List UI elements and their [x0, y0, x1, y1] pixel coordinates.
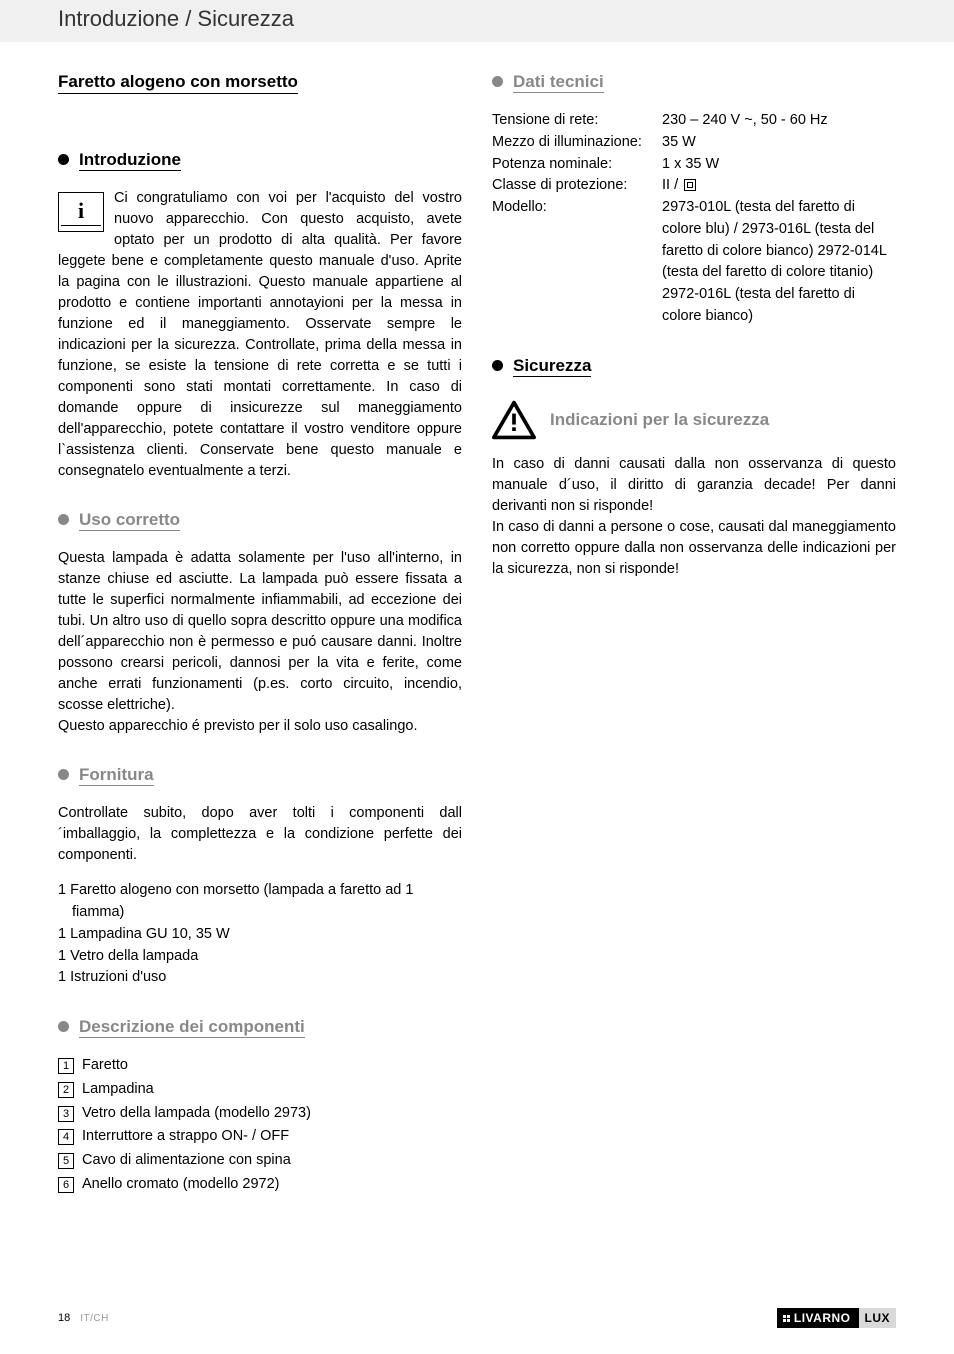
bullet-icon: [492, 360, 503, 371]
uso-body-2: Questo apparecchio é previsto per il sol…: [58, 716, 462, 737]
list-item: 4Interruttore a strappo ON- / OFF: [58, 1126, 462, 1148]
table-row: Modello: 2973-010L (testa del faretto di…: [492, 197, 896, 328]
tech-table: Tensione di rete: 230 – 240 V ~, 50 - 60…: [492, 110, 896, 328]
page-content: Faretto alogeno con morsetto Introduzion…: [0, 42, 954, 1242]
table-row: Mezzo di illuminazione: 35 W: [492, 132, 896, 154]
heading-sicurezza: Sicurezza: [492, 356, 896, 376]
bullet-icon: [58, 1021, 69, 1032]
list-item: 1 Lampadina GU 10, 35 W: [58, 924, 462, 946]
heading-indicazioni-sicurezza: Indicazioni per la sicurezza: [550, 410, 769, 430]
ref-number: 1: [58, 1058, 74, 1074]
bullet-icon: [58, 769, 69, 780]
list-item: 1 Istruzioni d'uso: [58, 967, 462, 989]
safety-body: In caso di danni causati dalla non osser…: [492, 454, 896, 580]
ref-number: 2: [58, 1082, 74, 1098]
bullet-icon: [58, 514, 69, 525]
list-item: 3Vetro della lampada (modello 2973): [58, 1103, 462, 1125]
page-number: 18: [58, 1312, 70, 1324]
page-title: Faretto alogeno con morsetto: [58, 72, 298, 94]
heading-dati-tecnici: Dati tecnici: [492, 72, 896, 92]
ref-number: 6: [58, 1177, 74, 1193]
brand-dots-icon: [783, 1315, 790, 1322]
list-item: 1Faretto: [58, 1055, 462, 1077]
heading-introduzione: Introduzione: [58, 150, 462, 170]
manual-icon: i: [58, 192, 104, 232]
fornitura-intro: Controllate subito, dopo aver tolti i co…: [58, 803, 462, 866]
supply-list: 1 Faretto alogeno con morsetto (lampada …: [58, 880, 462, 989]
component-list: 1Faretto 2Lampadina 3Vetro della lampada…: [58, 1055, 462, 1196]
warning-heading-row: Indicazioni per la sicurezza: [492, 400, 896, 440]
bullet-icon: [58, 154, 69, 165]
list-item: 2Lampadina: [58, 1079, 462, 1101]
locale-label: IT/CH: [80, 1313, 109, 1324]
bullet-icon: [492, 76, 503, 87]
list-item: 6Anello cromato (modello 2972): [58, 1174, 462, 1196]
table-row: Classe di protezione: II /: [492, 175, 896, 197]
ref-number: 3: [58, 1106, 74, 1122]
class-ii-icon: [684, 179, 696, 191]
table-row: Potenza nominale: 1 x 35 W: [492, 154, 896, 176]
heading-uso-corretto: Uso corretto: [58, 510, 462, 530]
heading-componenti: Descrizione dei componenti: [58, 1017, 462, 1037]
warning-icon: [492, 400, 536, 440]
list-item: 1 Faretto alogeno con morsetto (lampada …: [58, 880, 462, 924]
ref-number: 4: [58, 1129, 74, 1145]
page-footer: 18 IT/CH LIVARNO LUX: [0, 1308, 954, 1328]
list-item: 5Cavo di alimentazione con spina: [58, 1150, 462, 1172]
heading-fornitura: Fornitura: [58, 765, 462, 785]
ref-number: 5: [58, 1153, 74, 1169]
intro-body: i Ci congratuliamo con voi per l'acquist…: [58, 188, 462, 482]
table-row: Tensione di rete: 230 – 240 V ~, 50 - 60…: [492, 110, 896, 132]
brand-badge: LIVARNO LUX: [777, 1308, 896, 1328]
uso-body-1: Questa lampada è adatta solamente per l'…: [58, 548, 462, 716]
breadcrumb: Introduzione / Sicurezza: [0, 0, 954, 42]
list-item: 1 Vetro della lampada: [58, 946, 462, 968]
